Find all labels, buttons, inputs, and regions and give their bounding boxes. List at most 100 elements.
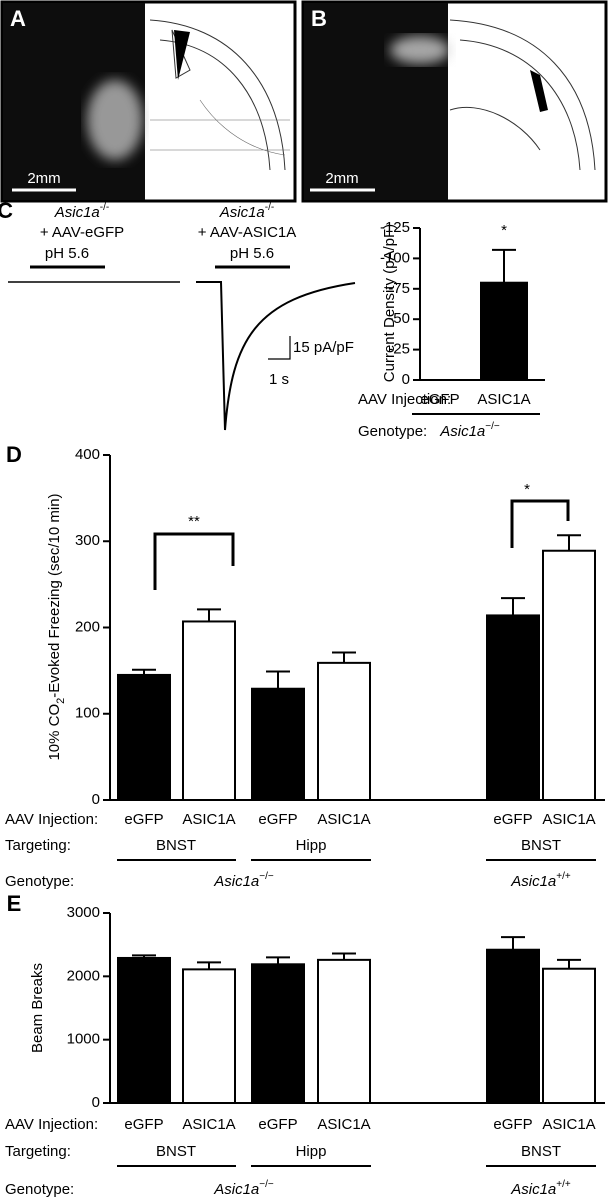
genotype-sup: -/- (100, 202, 109, 213)
x-tick-label: ASIC1A (317, 811, 370, 828)
y-axis-label: 10% CO2-Evoked Freezing (sec/10 min) (46, 493, 67, 760)
panel-label: B (311, 6, 327, 31)
genotype-label: Asic1a+/+ (510, 871, 571, 890)
y-tick-label: 100 (75, 705, 100, 722)
x-tick-label: ASIC1A (317, 1116, 370, 1133)
stimulus-label: pH 5.6 (230, 245, 274, 262)
targeting-label: BNST (521, 1143, 561, 1160)
bar (117, 673, 171, 801)
y-axis-label: Current Density (pA/pF) (381, 224, 398, 382)
image-panel-b: 2mm B (301, 0, 608, 203)
bar (486, 614, 540, 801)
genotype-label: Asic1a−/− (213, 871, 274, 890)
stimulus-label: pH 5.6 (45, 245, 89, 262)
genotype-sup: −/− (259, 871, 274, 882)
targeting-label: Hipp (296, 837, 327, 854)
genotype-sup: −/− (485, 421, 500, 432)
significance: ** (188, 513, 200, 530)
panel-label: E (7, 891, 22, 916)
significance: * (501, 222, 507, 239)
bar (486, 948, 540, 1104)
bar (182, 968, 236, 1104)
bar (317, 958, 371, 1104)
y-tick-label: 0 (92, 1094, 100, 1111)
bar (182, 620, 236, 802)
x-tick-label: eGFP (258, 811, 297, 828)
targeting-label: Hipp (296, 1143, 327, 1160)
y-label-part: -Evoked Freezing (sec/10 min) (46, 493, 63, 697)
y-tick-label: -125 (380, 219, 410, 236)
y-label-part: Beam Breaks (29, 963, 46, 1053)
row-label: AAV Injection: (358, 391, 451, 408)
y-tick-label: 3000 (67, 904, 100, 921)
x-tick-label: eGFP (493, 1116, 532, 1133)
genotype-label: Asic1a−/− (439, 421, 500, 440)
y-tick-label: 0 (402, 371, 410, 388)
panel-label: D (6, 442, 22, 467)
gene: Asic1a (439, 423, 485, 440)
y-label-part: Current Density (pA/pF) (381, 224, 398, 382)
y-tick-label: 2000 (67, 967, 100, 984)
panel-label: C (0, 198, 13, 223)
scale-bar-label: 1 s (269, 371, 289, 388)
traces: Asic1a-/- + AAV-eGFP pH 5.6 Asic1a-/- + … (8, 202, 356, 431)
bar (317, 661, 371, 801)
scale-bar-label: 15 pA/pF (293, 339, 354, 356)
targeting-label: BNST (521, 837, 561, 854)
scale-label: 2mm (325, 170, 358, 187)
gene: Asic1a (54, 204, 100, 221)
row-label: AAV Injection: (5, 811, 98, 828)
bar (542, 967, 596, 1104)
y-tick-label: 200 (75, 618, 100, 635)
x-tick-label: ASIC1A (182, 1116, 235, 1133)
trace-injection: + AAV-eGFP (40, 224, 124, 241)
row-label: Targeting: (5, 837, 71, 854)
genotype-sup: -/- (265, 202, 274, 213)
panel-label: A (10, 6, 26, 31)
x-tick-label: eGFP (493, 811, 532, 828)
genotype-label: Asic1a+/+ (510, 1179, 571, 1198)
trace-genotype: Asic1a-/- (219, 202, 274, 221)
x-tick-label: eGFP (258, 1116, 297, 1133)
y-tick-label: -25 (388, 341, 410, 358)
row-label: AAV Injection: (5, 1116, 98, 1133)
x-tick-label: ASIC1A (477, 391, 530, 408)
y-tick-label: 0 (92, 791, 100, 808)
x-tick-label: eGFP (124, 811, 163, 828)
row-label: Targeting: (5, 1143, 71, 1160)
gene: Asic1a (510, 873, 556, 890)
trace-injection: + AAV-ASIC1A (198, 224, 297, 241)
gene: Asic1a (219, 204, 265, 221)
gene: Asic1a (213, 1181, 259, 1198)
row-label: Genotype: (5, 1181, 74, 1198)
bar (117, 956, 171, 1105)
y-label-part: 2 (55, 698, 67, 704)
gene: Asic1a (510, 1181, 556, 1198)
y-tick-label: 300 (75, 532, 100, 549)
x-tick-label: ASIC1A (182, 811, 235, 828)
y-tick-label: 400 (75, 446, 100, 463)
targeting-label: BNST (156, 1143, 196, 1160)
x-tick-label: eGFP (420, 391, 459, 408)
x-tick-label: ASIC1A (542, 1116, 595, 1133)
trace-genotype: Asic1a-/- (54, 202, 109, 221)
bar (251, 963, 305, 1104)
significance: * (524, 481, 530, 498)
genotype-sup: −/− (259, 1179, 274, 1190)
y-tick-label: -50 (388, 310, 410, 327)
y-tick-label: 1000 (67, 1031, 100, 1048)
scale-label: 2mm (27, 170, 60, 187)
y-tick-label: -100 (380, 249, 410, 266)
bar (251, 687, 305, 801)
x-tick-label: ASIC1A (542, 811, 595, 828)
row-label: Genotype: (358, 423, 427, 440)
genotype-label: Asic1a−/− (213, 1179, 274, 1198)
row-label: Genotype: (5, 873, 74, 890)
genotype-sup: +/+ (556, 871, 571, 882)
y-label-part: 10% CO (46, 704, 63, 761)
image-panel-a: 2mm A (0, 0, 297, 203)
y-tick-label: -75 (388, 280, 410, 297)
genotype-sup: +/+ (556, 1179, 571, 1190)
targeting-label: BNST (156, 837, 196, 854)
